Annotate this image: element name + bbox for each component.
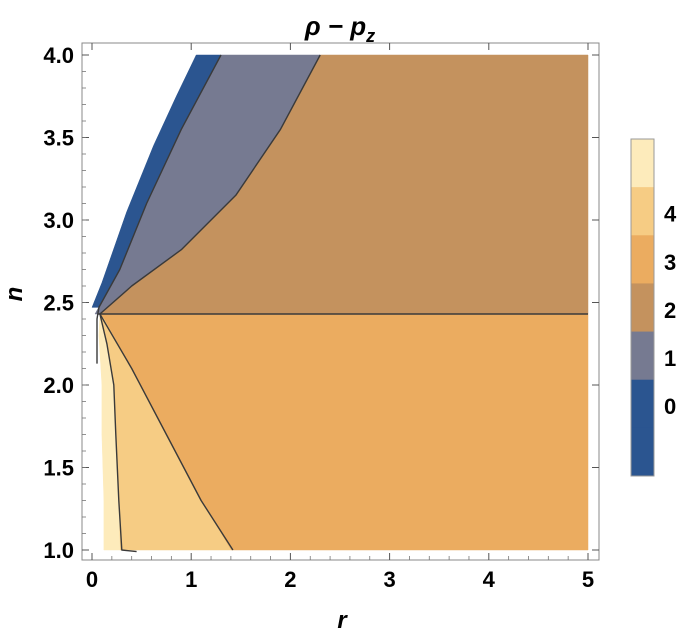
x-axis: 0 1 2 3 4 5 [86,43,594,592]
contour-regions [91,54,589,551]
x-tick-label: 4 [483,567,496,592]
legend-frame [630,138,655,477]
legend-label: 4 [664,202,677,227]
x-tick-label: 2 [284,567,296,592]
legend-label: 2 [664,298,676,323]
legend-swatch [631,283,654,333]
x-tick-label: 5 [582,567,594,592]
x-tick-label: 1 [185,567,197,592]
chart-title: ρ − pz [304,11,375,46]
legend-swatch [631,331,654,381]
contour-line-1 [99,54,321,315]
y-tick-label: 2.5 [43,291,74,316]
y-tick-label: 1.0 [43,538,74,563]
legend-swatch [631,235,654,284]
y-tick-label: 3.5 [43,126,74,151]
contour-line-4 [99,313,137,553]
chart-title-subscript: z [365,26,375,46]
legend-swatch [631,427,654,476]
y-axis-title: n [1,287,28,302]
legend-swatch [631,187,654,236]
y-tick-label: 2.0 [43,373,74,398]
contour-lines [96,54,588,553]
y-axis: 1.0 1.5 2.0 2.5 3.0 3.5 4.0 [43,43,599,563]
legend-label: 1 [664,346,676,371]
legend-swatch [631,379,654,429]
y-tick-label: 3.0 [43,208,74,233]
legend: 4 3 2 1 0 [630,138,677,477]
y-tick-label: 4.0 [43,43,74,68]
legend-label: 3 [664,250,676,275]
legend-label: 0 [664,394,676,419]
x-tick-label: 0 [86,567,98,592]
y-tick-label: 1.5 [43,456,74,481]
contour-line-3 [99,313,234,551]
legend-swatch [631,139,654,188]
contour-line-5 [96,307,100,364]
chart-title-main: ρ − p [304,11,366,41]
x-tick-label: 3 [383,567,395,592]
x-axis-title: r [337,607,348,634]
contour-line-0 [98,54,222,308]
